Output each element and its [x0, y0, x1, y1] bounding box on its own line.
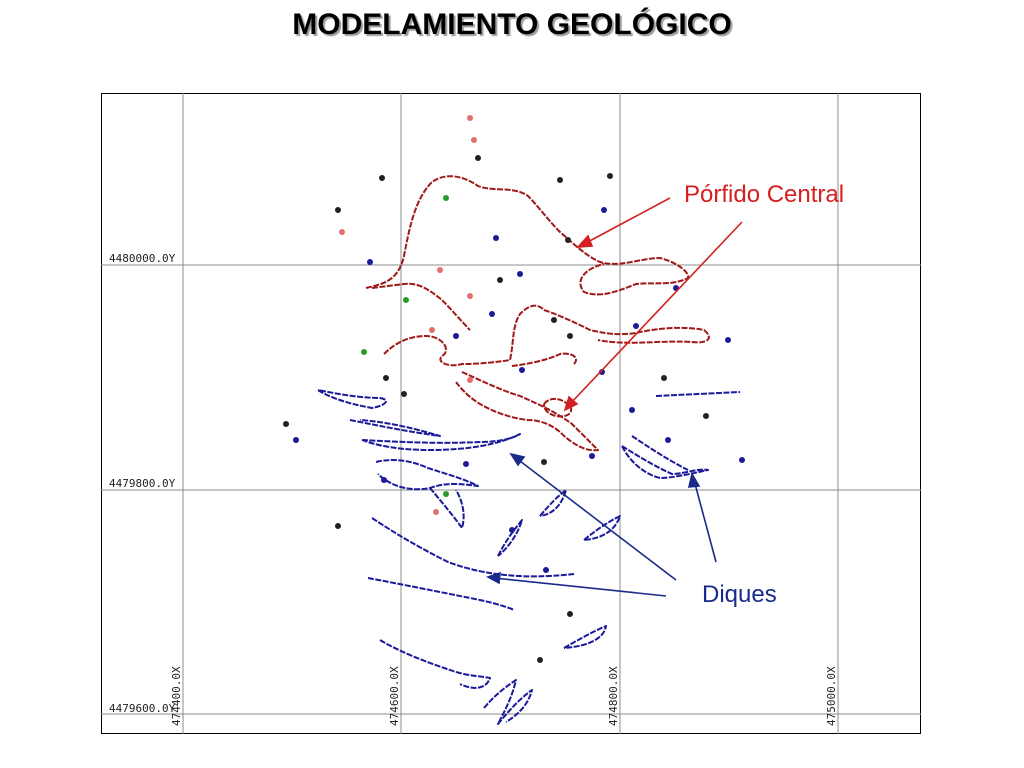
arrow-line	[569, 221, 743, 405]
borehole-marker	[661, 375, 667, 381]
porphyry-callout-arrows	[563, 197, 743, 412]
borehole-marker	[517, 271, 523, 277]
borehole-marker	[339, 229, 345, 235]
dike-trace	[361, 433, 521, 451]
dike-trace	[375, 459, 479, 491]
borehole-marker	[361, 349, 367, 355]
borehole-marker	[599, 369, 605, 375]
borehole-marker	[633, 323, 639, 329]
borehole-marker	[607, 173, 613, 179]
borehole-marker	[293, 437, 299, 443]
borehole-marker	[335, 523, 341, 529]
borehole-marker	[463, 461, 469, 467]
northing-label: 4480000.0Y	[109, 252, 176, 265]
arrow-line	[493, 577, 667, 597]
slide-title: MODELAMIENTO GEOLÓGICO	[292, 8, 732, 41]
dike-trace	[583, 515, 621, 541]
arrow-head	[687, 471, 701, 488]
northing-label: 4479600.0Y	[109, 702, 176, 715]
dike-traces	[317, 389, 741, 725]
borehole-marker	[537, 657, 543, 663]
porphyry-outline	[455, 371, 599, 452]
borehole-marker	[403, 297, 409, 303]
easting-label: 475000.0X	[825, 666, 838, 726]
borehole-marker	[453, 333, 459, 339]
borehole-marker	[557, 177, 563, 183]
borehole-marker	[443, 195, 449, 201]
arrow-head	[509, 452, 526, 467]
arrow-line	[515, 457, 677, 581]
borehole-marker	[567, 333, 573, 339]
borehole-marker	[381, 477, 387, 483]
borehole-marker	[551, 317, 557, 323]
map-frame	[101, 93, 921, 734]
borehole-marker	[367, 259, 373, 265]
porphyry-outline	[383, 304, 710, 367]
dikes-callout-arrows	[486, 452, 717, 597]
dike-trace	[367, 577, 515, 611]
porphyry-outline	[371, 282, 471, 331]
map-grid	[101, 93, 921, 734]
dike-trace	[349, 419, 441, 437]
borehole-marker	[443, 491, 449, 497]
borehole-marker	[429, 327, 435, 333]
borehole-marker	[379, 175, 385, 181]
borehole-marker	[725, 337, 731, 343]
porphyry-outline	[543, 398, 573, 418]
porphyry-outline	[511, 352, 578, 367]
porphyry-outlines	[365, 175, 710, 452]
borehole-marker	[565, 237, 571, 243]
borehole-marker	[589, 453, 595, 459]
dike-trace	[631, 435, 689, 471]
borehole-marker	[471, 137, 477, 143]
dike-trace	[621, 445, 709, 479]
easting-label: 474600.0X	[388, 666, 401, 726]
borehole-marker	[497, 277, 503, 283]
dike-trace	[371, 517, 575, 578]
borehole-markers	[283, 115, 745, 663]
borehole-marker	[475, 155, 481, 161]
dike-trace	[483, 679, 533, 725]
borehole-marker	[467, 293, 473, 299]
arrow-head	[486, 571, 501, 585]
borehole-marker	[467, 377, 473, 383]
borehole-marker	[283, 421, 289, 427]
borehole-marker	[401, 391, 407, 397]
easting-label: 474400.0X	[170, 666, 183, 726]
dike-trace	[563, 625, 607, 649]
dike-trace	[655, 391, 741, 397]
arrow-head	[576, 234, 594, 248]
borehole-marker	[601, 207, 607, 213]
borehole-marker	[437, 267, 443, 273]
borehole-marker	[335, 207, 341, 213]
dikes-callout-label: Diques	[702, 581, 777, 608]
borehole-marker	[433, 509, 439, 515]
dike-trace	[539, 489, 567, 517]
dike-trace	[379, 639, 491, 689]
porphyry-callout-label: Pórfido Central	[684, 181, 845, 208]
borehole-marker	[629, 407, 635, 413]
arrow-head	[563, 395, 579, 412]
arrow-line	[693, 479, 717, 563]
borehole-marker	[493, 235, 499, 241]
borehole-marker	[509, 527, 515, 533]
dike-trace	[317, 389, 387, 409]
borehole-marker	[519, 367, 525, 373]
northing-label: 4479800.0Y	[109, 477, 176, 490]
borehole-marker	[703, 413, 709, 419]
borehole-marker	[567, 611, 573, 617]
borehole-marker	[383, 375, 389, 381]
borehole-marker	[739, 457, 745, 463]
borehole-marker	[467, 115, 473, 121]
easting-label: 474800.0X	[607, 666, 620, 726]
borehole-marker	[543, 567, 549, 573]
borehole-marker	[665, 437, 671, 443]
arrow-line	[583, 197, 671, 245]
dike-trace	[497, 519, 523, 557]
borehole-marker	[489, 311, 495, 317]
borehole-marker	[541, 459, 547, 465]
dike-trace	[429, 487, 465, 529]
porphyry-outline	[365, 175, 690, 296]
